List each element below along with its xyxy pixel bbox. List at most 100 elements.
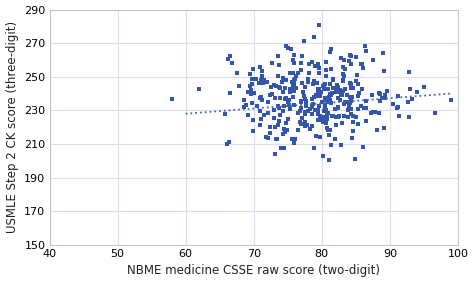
Point	[314, 61, 322, 66]
Point	[253, 76, 260, 81]
Point	[349, 86, 357, 90]
Point	[349, 129, 356, 134]
Point	[244, 113, 252, 117]
Point	[308, 112, 315, 116]
Point	[168, 97, 176, 101]
Point	[284, 46, 292, 50]
Point	[294, 127, 301, 132]
Point	[323, 113, 331, 117]
Point	[322, 73, 330, 78]
Point	[332, 115, 340, 119]
Point	[305, 61, 313, 66]
Point	[347, 82, 355, 86]
Point	[328, 91, 336, 95]
Point	[300, 90, 307, 95]
Point	[320, 87, 328, 92]
Point	[340, 58, 348, 63]
Point	[333, 87, 341, 92]
Point	[356, 91, 363, 95]
Point	[322, 68, 329, 72]
Point	[249, 67, 257, 71]
Point	[359, 145, 367, 150]
Point	[262, 134, 270, 139]
Point	[315, 104, 322, 108]
Point	[339, 78, 346, 82]
Point	[344, 100, 352, 105]
Point	[310, 81, 317, 86]
Point	[297, 122, 304, 127]
Point	[260, 78, 268, 82]
Point	[275, 85, 283, 89]
Point	[346, 53, 354, 57]
Point	[379, 51, 387, 55]
Point	[281, 86, 289, 90]
Point	[292, 85, 299, 90]
Point	[326, 82, 334, 86]
Point	[227, 91, 234, 95]
Point	[320, 119, 328, 123]
Point	[414, 90, 421, 94]
Point	[300, 39, 308, 43]
Point	[319, 115, 327, 120]
Point	[375, 91, 383, 96]
Point	[315, 108, 322, 112]
Point	[298, 53, 305, 58]
Point	[375, 111, 383, 115]
Point	[305, 70, 313, 75]
Point	[291, 83, 298, 87]
Point	[302, 100, 310, 105]
Point	[346, 100, 354, 105]
Point	[273, 137, 281, 141]
Point	[313, 81, 321, 85]
Point	[379, 96, 386, 100]
Point	[283, 120, 290, 125]
Point	[290, 53, 297, 57]
Point	[308, 124, 316, 128]
Point	[226, 54, 234, 59]
Point	[334, 96, 341, 100]
Point	[326, 157, 333, 162]
Point	[223, 142, 231, 146]
Point	[393, 105, 401, 110]
Point	[282, 78, 290, 82]
Point	[345, 104, 352, 108]
Point	[301, 94, 308, 98]
Point	[250, 91, 258, 96]
Point	[298, 61, 305, 66]
Point	[395, 114, 403, 119]
Point	[225, 139, 232, 144]
Point	[277, 145, 284, 150]
Point	[276, 113, 284, 117]
Point	[337, 87, 344, 92]
Point	[301, 120, 308, 125]
Point	[256, 65, 264, 69]
Point	[279, 76, 287, 80]
Point	[325, 96, 332, 101]
Point	[286, 87, 294, 91]
Point	[358, 87, 365, 92]
Point	[266, 125, 273, 129]
Point	[272, 137, 280, 142]
Point	[352, 55, 359, 60]
Point	[297, 68, 305, 73]
Point	[329, 78, 337, 83]
Point	[340, 102, 347, 106]
Point	[255, 81, 263, 85]
Point	[319, 115, 327, 120]
Point	[243, 102, 250, 107]
Point	[341, 100, 349, 104]
Point	[271, 116, 278, 120]
Point	[367, 111, 375, 115]
Point	[321, 95, 329, 100]
Point	[321, 102, 329, 107]
Point	[244, 90, 252, 94]
Point	[336, 90, 343, 94]
Point	[292, 74, 300, 79]
Point	[332, 107, 339, 111]
Point	[248, 82, 255, 87]
Point	[349, 114, 356, 118]
Point	[289, 70, 297, 75]
Point	[258, 97, 266, 102]
Point	[406, 114, 413, 119]
Point	[408, 96, 416, 101]
